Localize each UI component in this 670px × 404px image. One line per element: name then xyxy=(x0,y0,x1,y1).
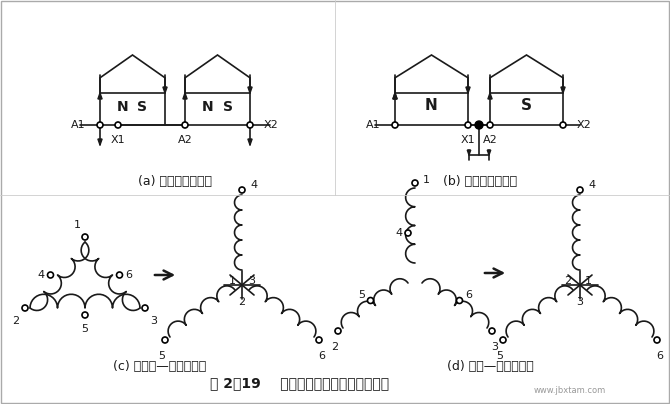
Text: 6: 6 xyxy=(657,351,663,361)
Circle shape xyxy=(239,187,245,193)
Text: 4: 4 xyxy=(588,180,595,190)
Text: 6: 6 xyxy=(465,290,472,301)
Circle shape xyxy=(487,122,493,128)
Polygon shape xyxy=(488,93,492,99)
Text: 5: 5 xyxy=(358,290,365,301)
Circle shape xyxy=(412,180,418,186)
Circle shape xyxy=(577,187,583,193)
Circle shape xyxy=(500,337,506,343)
Text: 图 2－19    双速电动机改变极对数的原理: 图 2－19 双速电动机改变极对数的原理 xyxy=(210,376,389,390)
Circle shape xyxy=(560,122,566,128)
Text: 3: 3 xyxy=(151,316,157,326)
Text: N: N xyxy=(202,100,213,114)
Text: 5: 5 xyxy=(82,324,88,334)
Circle shape xyxy=(142,305,148,311)
Text: N: N xyxy=(117,100,129,114)
Circle shape xyxy=(392,122,398,128)
Text: 2: 2 xyxy=(13,316,19,326)
Text: 5: 5 xyxy=(496,351,503,361)
Polygon shape xyxy=(467,150,471,155)
Circle shape xyxy=(456,297,462,303)
Text: A2: A2 xyxy=(482,135,497,145)
Text: 2: 2 xyxy=(239,297,246,307)
Text: S: S xyxy=(521,97,532,112)
Circle shape xyxy=(115,122,121,128)
Text: 3: 3 xyxy=(576,297,584,307)
Circle shape xyxy=(48,272,54,278)
Text: 2: 2 xyxy=(332,342,338,352)
Text: (b) 二极绕组展开图: (b) 二极绕组展开图 xyxy=(443,175,517,188)
Circle shape xyxy=(97,122,103,128)
Text: X2: X2 xyxy=(577,120,592,130)
Circle shape xyxy=(22,305,28,311)
Text: 2: 2 xyxy=(564,276,572,286)
Text: A1: A1 xyxy=(72,120,86,130)
Text: X2: X2 xyxy=(264,120,279,130)
Polygon shape xyxy=(98,93,102,99)
Text: (a) 四极绕组展开图: (a) 四极绕组展开图 xyxy=(138,175,212,188)
Text: A1: A1 xyxy=(366,120,381,130)
Polygon shape xyxy=(466,87,470,93)
Text: (c) 三角形—双星形转换: (c) 三角形—双星形转换 xyxy=(113,360,206,373)
Text: 6: 6 xyxy=(318,351,326,361)
Circle shape xyxy=(82,234,88,240)
Text: 5: 5 xyxy=(159,351,165,361)
Polygon shape xyxy=(248,87,252,93)
Polygon shape xyxy=(393,93,397,99)
Text: S: S xyxy=(137,100,147,114)
Text: X1: X1 xyxy=(111,135,125,145)
Polygon shape xyxy=(487,150,490,155)
Circle shape xyxy=(368,297,373,303)
Text: 1: 1 xyxy=(584,276,592,286)
Text: 4: 4 xyxy=(38,270,45,280)
Text: N: N xyxy=(425,97,438,112)
Text: 3: 3 xyxy=(249,276,255,286)
Circle shape xyxy=(182,122,188,128)
Polygon shape xyxy=(98,139,102,145)
Polygon shape xyxy=(183,93,187,99)
Text: 1: 1 xyxy=(74,220,80,230)
Circle shape xyxy=(465,122,471,128)
Circle shape xyxy=(247,122,253,128)
Circle shape xyxy=(82,312,88,318)
Text: 6: 6 xyxy=(125,270,132,280)
Text: 4: 4 xyxy=(395,228,403,238)
Text: www.jbxtam.com: www.jbxtam.com xyxy=(534,386,606,395)
Text: 4: 4 xyxy=(250,180,257,190)
Circle shape xyxy=(654,337,660,343)
Text: (d) 星形—双星形转换: (d) 星形—双星形转换 xyxy=(447,360,533,373)
Circle shape xyxy=(117,272,123,278)
Circle shape xyxy=(316,337,322,343)
Circle shape xyxy=(489,328,495,334)
Text: X1: X1 xyxy=(461,135,475,145)
Circle shape xyxy=(475,121,483,129)
Circle shape xyxy=(335,328,341,334)
Text: 1: 1 xyxy=(228,276,235,286)
Circle shape xyxy=(162,337,168,343)
Text: 1: 1 xyxy=(423,175,430,185)
Polygon shape xyxy=(163,87,167,93)
Polygon shape xyxy=(248,139,252,145)
Polygon shape xyxy=(393,93,397,99)
Text: A2: A2 xyxy=(178,135,192,145)
Circle shape xyxy=(405,230,411,236)
Text: S: S xyxy=(222,100,232,114)
Text: 3: 3 xyxy=(492,342,498,352)
Polygon shape xyxy=(561,87,565,93)
